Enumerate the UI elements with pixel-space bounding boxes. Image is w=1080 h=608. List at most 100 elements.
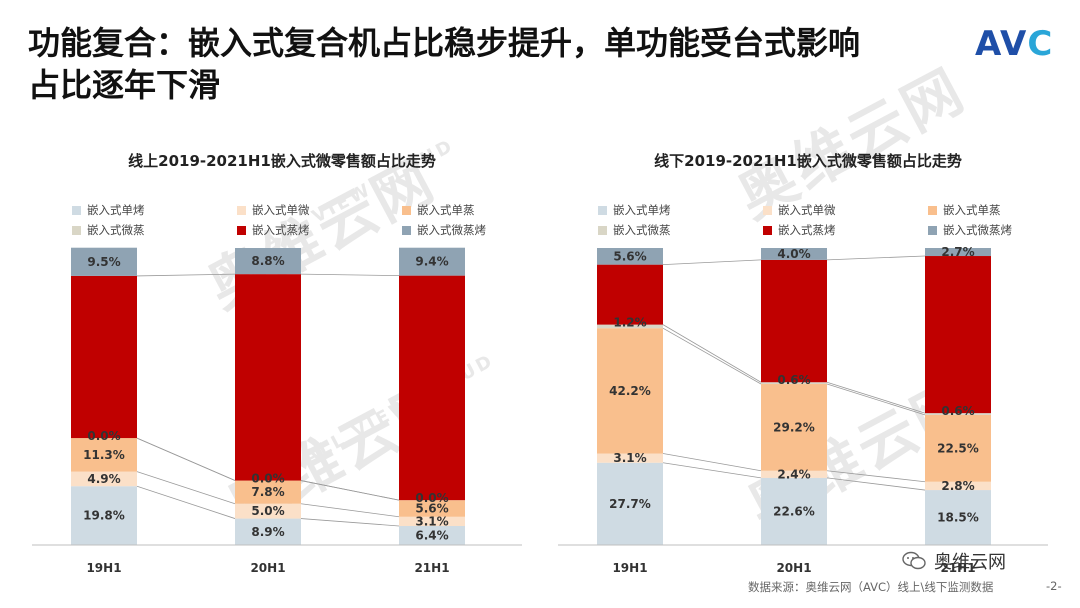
bar-segment (399, 500, 465, 517)
legend-label: 嵌入式单微 (778, 203, 836, 217)
bar-segment (597, 324, 663, 329)
data-label: 3.1% (415, 514, 448, 528)
connector-line (662, 259, 762, 266)
legend-swatch (72, 205, 81, 215)
data-label: 5.6% (613, 249, 646, 263)
bar-segment (597, 462, 663, 545)
legend-label: 嵌入式微蒸烤 (417, 223, 486, 237)
x-tick-label: 21H1 (414, 561, 449, 575)
legend-item: 嵌入式微蒸 (598, 222, 671, 238)
legend-label: 嵌入式微蒸 (613, 223, 671, 237)
bar-segment (71, 438, 137, 472)
legend-swatch (72, 225, 81, 235)
bar-segment (399, 525, 465, 545)
data-source-note: 数据来源：奥维云网（AVC）线上\线下监测数据 (748, 580, 994, 594)
bar-segment (399, 275, 465, 501)
data-label: 4.0% (777, 247, 810, 261)
bar-segment (71, 275, 137, 439)
legend-label: 嵌入式单蒸 (943, 203, 1001, 217)
bar-segment (71, 247, 137, 276)
plot-online: 19.8%4.9%11.3%0.0%9.5%19H18.9%5.0%7.8%0.… (32, 247, 522, 575)
bar-segment (925, 481, 991, 491)
data-label: 2.4% (777, 467, 810, 481)
connector-line (136, 485, 236, 519)
bar-segment (71, 486, 137, 545)
legend-swatch (237, 225, 246, 235)
connector-line (136, 471, 236, 505)
bar-segment (235, 480, 301, 504)
data-label: 0.0% (415, 491, 448, 505)
connector-line (662, 453, 762, 472)
title-line-2: 占比逐年下滑 (28, 66, 221, 104)
data-label: 1.2% (613, 316, 646, 330)
data-label: 0.0% (87, 429, 120, 443)
legend-label: 嵌入式蒸烤 (252, 223, 310, 237)
legend-item: 嵌入式蒸烤 (763, 222, 836, 238)
wechat-label: 奥维云网 (934, 552, 1006, 573)
chart-title-online: 线上2019-2021H1嵌入式微零售额占比走势 (128, 152, 436, 170)
bar-segment (925, 413, 991, 415)
legend-item: 嵌入式微蒸 (72, 222, 145, 238)
bar-segment (399, 247, 465, 276)
data-label: 19.8% (83, 509, 125, 523)
legend-item: 嵌入式单烤 (598, 202, 671, 218)
x-tick-label: 21H1 (940, 561, 975, 575)
connector-line (136, 273, 236, 277)
legend-label: 嵌入式微蒸烤 (943, 223, 1012, 237)
bar-segment (597, 328, 663, 454)
legend-swatch (763, 205, 772, 215)
data-label: 2.7% (941, 245, 974, 259)
chart-online: 线上2019-2021H1嵌入式微零售额占比走势 嵌入式单烤 嵌入式单微 嵌入式单蒸… (22, 140, 542, 580)
data-label: 18.5% (937, 511, 979, 525)
title-line-1: 功能复合：嵌入式复合机占比稳步提升，单功能受台式影响 (28, 24, 861, 62)
legend-label: 嵌入式蒸烤 (778, 223, 836, 237)
connector-line (300, 273, 400, 277)
legend-swatch (763, 225, 772, 235)
legend-swatch (928, 205, 937, 215)
connector-line (662, 462, 762, 479)
legend-swatch (598, 225, 607, 235)
bar-segment (597, 264, 663, 325)
bar-segment (761, 477, 827, 545)
legend-item: 嵌入式蒸烤 (237, 222, 310, 238)
connector-lines (136, 273, 400, 527)
data-label: 2.8% (941, 479, 974, 493)
bar-segment (761, 384, 827, 471)
bar-segment (235, 518, 301, 545)
chart-title-offline: 线下2019-2021H1嵌入式微零售额占比走势 (654, 152, 962, 170)
connector-line (300, 518, 400, 527)
legend-online: 嵌入式单烤 嵌入式单微 嵌入式单蒸 嵌入式微蒸 嵌入式蒸烤 嵌入式微蒸烤 (22, 198, 542, 238)
bar-segment (925, 256, 991, 414)
legend-offline: 嵌入式单烤 嵌入式单微 嵌入式单蒸嵌入式微蒸 嵌入式蒸烤 嵌入式微蒸烤 (548, 198, 1068, 238)
connector-line (662, 327, 762, 385)
legend-item: 嵌入式单蒸 (928, 202, 1001, 218)
legend-item: 嵌入式微蒸烤 (928, 222, 1012, 238)
connector-line (826, 477, 926, 491)
bar-segment (925, 248, 991, 257)
data-label: 7.8% (251, 485, 284, 499)
legend-item: 嵌入式单蒸 (402, 202, 475, 218)
data-label: 0.6% (777, 373, 810, 387)
legend-item: 嵌入式单微 (763, 202, 836, 218)
legend-swatch (928, 225, 937, 235)
data-label: 29.2% (773, 420, 815, 434)
bar-segment (597, 248, 663, 265)
x-tick-label: 20H1 (250, 561, 285, 575)
logo-text: AV (975, 24, 1028, 64)
plot-offline: 27.7% 3.1% 42.2% 1.2% 5.6% 19H1 22.6% 2.4% 29.2%… (558, 245, 1048, 575)
data-label: 22.6% (773, 504, 815, 518)
chart-offline: 线下2019-2021H1嵌入式微零售额占比走势 嵌入式单烤 嵌入式单微 嵌入式单蒸… (548, 140, 1068, 580)
bar-segment (761, 248, 827, 260)
page-title: 功能复合：嵌入式复合机占比稳步提升，单功能受台式影响 占比逐年下滑 (28, 22, 958, 106)
data-label: 0.0% (251, 472, 284, 486)
legend-label: 嵌入式单蒸 (417, 203, 475, 217)
bar-segment (235, 274, 301, 481)
wechat-icon (902, 551, 926, 570)
connector-line (826, 255, 926, 261)
bar-segment (399, 516, 465, 526)
legend-item: 嵌入式微蒸烤 (402, 222, 486, 238)
x-tick-label: 19H1 (612, 561, 647, 575)
avc-logo: AVC (975, 24, 1053, 64)
x-tick-label: 19H1 (86, 561, 121, 575)
data-label: 6.4% (415, 528, 448, 542)
